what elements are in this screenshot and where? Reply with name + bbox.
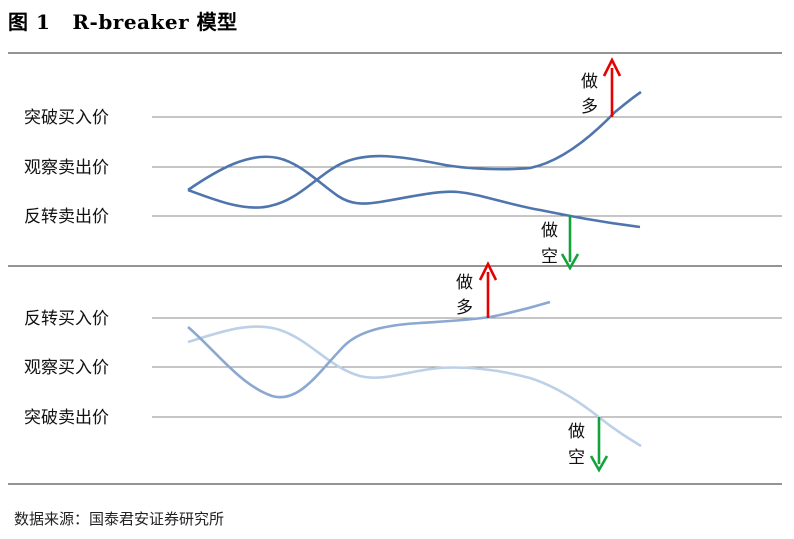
- short-arrow-bottom-head: [589, 455, 609, 473]
- price-path-long-reversal: [187, 300, 551, 399]
- figure-title: 图 1 R-breaker 模型: [8, 6, 238, 35]
- figure-caption: R-breaker 模型: [72, 10, 238, 34]
- long-arrow-top-head: [602, 57, 622, 77]
- price-path-long-breakout: [187, 155, 641, 229]
- price-path-short-breakout: [187, 90, 642, 209]
- bottom-panel: 反转买入价 观察买入价 突破卖出价 做 多 做 空: [24, 261, 782, 473]
- long-arrow-bottom-head: [478, 261, 498, 281]
- level-label-observe-sell: 观察卖出价: [24, 158, 109, 178]
- short-label-bottom-2: 空: [568, 448, 585, 468]
- price-path-short-breakdown: [187, 325, 642, 448]
- level-label-breakout-buy: 突破买入价: [24, 108, 109, 128]
- short-label-top: 做: [541, 221, 558, 241]
- short-label-top-2: 空: [541, 247, 558, 267]
- long-label-bottom-2: 多: [456, 298, 473, 318]
- level-label-reversal-buy: 反转买入价: [24, 309, 109, 329]
- long-label-bottom: 做: [456, 273, 473, 293]
- source-note: 数据来源：国泰君安证券研究所: [14, 510, 225, 528]
- long-label-top: 做: [581, 72, 598, 92]
- long-label-top-2: 多: [581, 97, 598, 117]
- level-label-reversal-sell: 反转卖出价: [24, 207, 109, 227]
- level-label-observe-buy: 观察买入价: [24, 358, 109, 378]
- top-panel: 突破买入价 观察卖出价 反转卖出价 做 多 做 空: [24, 57, 782, 271]
- figure-number: 图 1: [8, 10, 51, 34]
- short-label-bottom: 做: [568, 422, 585, 442]
- short-arrow-top-head: [560, 253, 580, 271]
- level-label-breakout-sell: 突破卖出价: [24, 408, 109, 428]
